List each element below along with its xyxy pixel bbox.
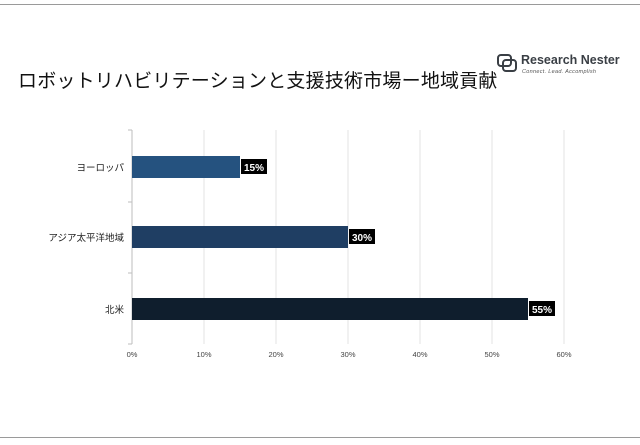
- tick-label-5: 50%: [484, 350, 499, 359]
- value-label-bg-0: [241, 159, 267, 174]
- logo-tagline: Connect. Lead. Accomplish: [522, 69, 597, 75]
- value-label-bg-2: [529, 301, 555, 316]
- value-label-1: 30%: [352, 233, 372, 244]
- bar-2: [132, 298, 528, 320]
- bar-0: [132, 156, 240, 178]
- tick-label-0: 0%: [127, 350, 138, 359]
- value-label-2: 55%: [532, 305, 552, 316]
- research-nester-logo-icon: [497, 54, 517, 72]
- tick-label-2: 20%: [268, 350, 283, 359]
- chart-bars: [132, 156, 528, 320]
- category-label-1: アジア太平洋地域: [48, 232, 124, 244]
- bar-1: [132, 226, 348, 248]
- chart-value-labels: 15% 30% 55%: [241, 159, 555, 316]
- page-title: ロボットリハビリテーションと支援技術市場ー地域貢献: [18, 70, 498, 92]
- logo-name: Research Nester: [521, 53, 620, 67]
- tick-label-3: 30%: [340, 350, 355, 359]
- category-label-0: ヨーロッパ: [76, 163, 124, 174]
- tick-label-6: 60%: [556, 350, 571, 359]
- logo: Research Nester Connect. Lead. Accomplis…: [497, 53, 620, 81]
- category-label-2: 北米: [105, 304, 125, 316]
- chart-tick-labels: 0% 10% 20% 30% 40% 50% 60%: [127, 350, 572, 359]
- top-divider: [0, 4, 640, 5]
- value-label-0: 15%: [244, 163, 264, 174]
- bottom-divider: [0, 437, 640, 438]
- tick-label-1: 10%: [196, 350, 211, 359]
- tick-label-4: 40%: [412, 350, 427, 359]
- value-label-bg-1: [349, 229, 375, 244]
